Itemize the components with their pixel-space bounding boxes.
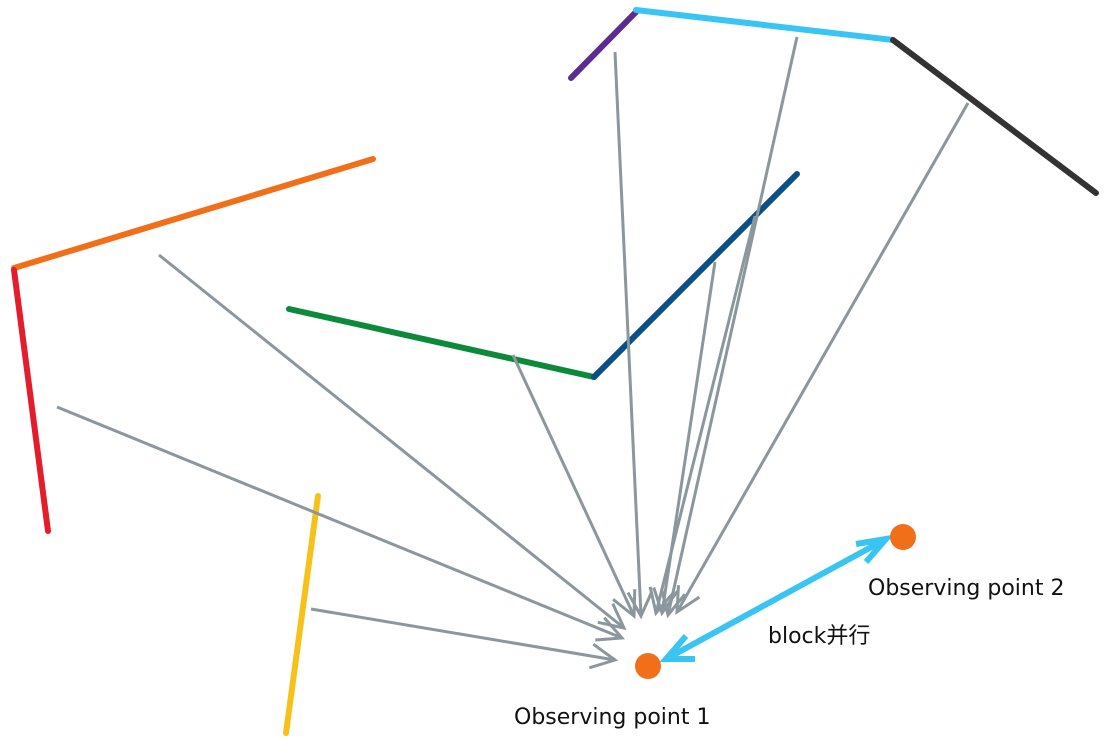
ray-from-red-wall [56,405,626,642]
block-arrow-head-end [855,534,894,564]
ray-from-cyan-wall [660,36,799,619]
wall-yellow [283,493,321,736]
observing-point-1-label: Observing point 1 [514,705,711,730]
ray-from-green-wall [511,354,637,620]
wall-orange [11,156,376,271]
ray-from-navy-wall-lower [652,261,717,617]
block-parallel-label: block并行 [768,624,871,649]
wall-red [11,267,51,534]
wall-cyan [633,7,896,43]
ray-from-purple-corner [613,51,654,620]
wall-black [890,37,1099,196]
wall-green [286,306,597,380]
ray-from-orange-wall [158,253,627,631]
observing-point-1-dot [635,653,661,679]
wall-purple [568,9,639,81]
block-parallel-arrow [664,536,888,662]
ray-from-yellow-wall [310,607,619,670]
block-arrow-head-start [659,634,695,662]
observing-point-2-label: Observing point 2 [868,576,1065,601]
ray-from-black-wall [675,102,970,615]
observing-point-2-dot [890,524,916,550]
